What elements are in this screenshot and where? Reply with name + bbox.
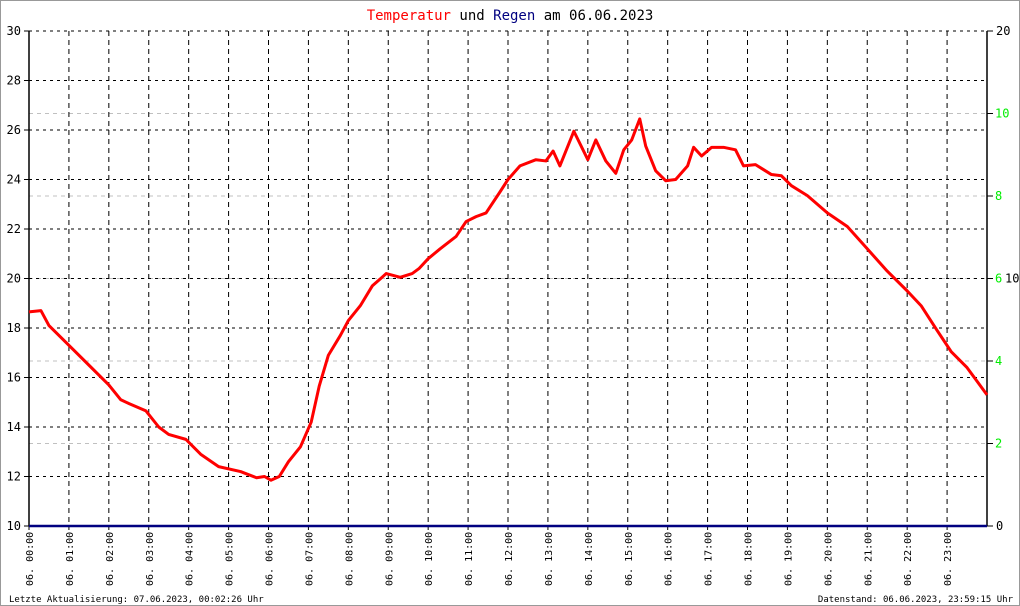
x-tick-label: 06. 06:00 [265, 532, 276, 586]
x-tick-label: 06. 12:00 [504, 532, 515, 586]
x-tick-label: 06. 03:00 [145, 532, 156, 586]
x-tick-label: 06. 16:00 [664, 532, 675, 586]
chart-title: Temperatur und Regen am 06.06.2023 [367, 8, 654, 24]
y-left-tick-label: 20 [7, 272, 21, 286]
x-tick-label: 06. 00:00 [25, 532, 36, 586]
x-tick-label: 06. 01:00 [65, 532, 76, 586]
x-tick-label: 06. 10:00 [424, 532, 435, 586]
y-right-tick-label: 20 [996, 24, 1010, 38]
axes: 06. 00:00 06. 01:00 06. 02:00 06. 03:00 06. … [7, 24, 1019, 586]
x-tick-label: 06. 13:00 [544, 532, 555, 586]
x-tick-label: 06. 02:00 [105, 532, 116, 586]
x-tick-label: 06. 17:00 [704, 532, 715, 586]
y-left-tick-label: 30 [7, 24, 21, 38]
y-left-tick-label: 10 [7, 519, 21, 533]
y-left-tick-label: 24 [7, 173, 21, 187]
x-tick-label: 06. 20:00 [823, 532, 834, 586]
y-left-tick-label: 28 [7, 74, 21, 88]
x-tick-label: 06. 14:00 [584, 532, 595, 586]
x-tick-label: 06. 22:00 [903, 532, 914, 586]
x-tick-label: 06. 05:00 [225, 532, 236, 586]
x-tick-label: 06. 21:00 [863, 532, 874, 586]
x-tick-label: 06. 19:00 [783, 532, 794, 586]
x-tick-label: 06. 23:00 [943, 532, 954, 586]
x-tick-label: 06. 18:00 [744, 532, 755, 586]
y-left-tick-label: 26 [7, 123, 21, 137]
y-left-tick-label: 22 [7, 222, 21, 236]
rain-axis-tick-label: 10 [995, 107, 1009, 121]
x-tick-label: 06. 04:00 [185, 532, 196, 586]
x-tick-label: 06. 09:00 [384, 532, 395, 586]
footer-data-status: Datenstand: 06.06.2023, 23:59:15 Uhr [818, 595, 1014, 605]
footer-last-update: Letzte Aktualisierung: 07.06.2023, 00:02… [9, 595, 264, 605]
x-tick-label: 06. 11:00 [464, 532, 475, 586]
y-left-tick-label: 12 [7, 470, 21, 484]
series [28, 117, 989, 528]
rain-axis-tick-label: 2 [995, 437, 1002, 451]
y-left-tick-label: 14 [7, 420, 21, 434]
x-tick-label: 06. 07:00 [304, 532, 315, 586]
rain-axis-tick-label: 8 [995, 189, 1002, 203]
y-right-tick-label: 0 [996, 519, 1003, 533]
x-tick-label: 06. 08:00 [344, 532, 355, 586]
title-und: und [451, 8, 493, 24]
rain-axis-tick-label: 4 [995, 354, 1002, 368]
rain-axis-tick-label: 6 [995, 272, 1002, 286]
title-rain: Regen [493, 8, 535, 24]
x-tick-label: 06. 15:00 [624, 532, 635, 586]
y-left-tick-label: 18 [7, 321, 21, 335]
temperature-line [28, 117, 989, 482]
y-right-tick-label: 10 [1005, 272, 1019, 286]
title-temperature: Temperatur [367, 8, 451, 24]
y-left-tick-label: 16 [7, 371, 21, 385]
title-date: am 06.06.2023 [535, 8, 653, 24]
gridlines [29, 30, 987, 526]
